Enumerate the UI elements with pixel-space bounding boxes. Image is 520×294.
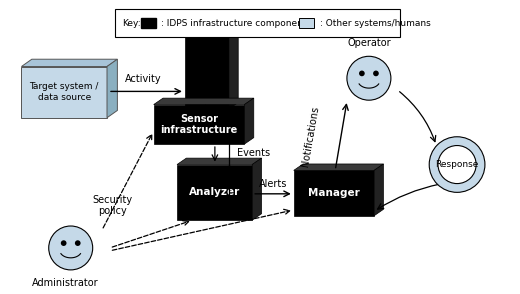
Polygon shape [21,66,107,118]
Text: Target system /
data source: Target system / data source [30,82,99,102]
Polygon shape [185,29,238,36]
Text: Events: Events [237,148,270,158]
Text: Key:: Key: [123,19,141,28]
Ellipse shape [359,71,365,76]
Polygon shape [177,158,262,165]
Polygon shape [294,164,383,171]
Text: Analyzer: Analyzer [189,187,240,197]
Text: Sensor
infrastructure: Sensor infrastructure [161,113,238,135]
Text: Security
policy: Security policy [92,195,132,216]
Ellipse shape [61,240,67,246]
Polygon shape [229,29,238,109]
Polygon shape [177,165,252,220]
Text: : Other systems/humans: : Other systems/humans [320,19,431,28]
Ellipse shape [438,146,476,183]
Text: Operator: Operator [347,38,391,48]
Polygon shape [154,98,254,105]
Polygon shape [21,59,118,66]
Ellipse shape [49,226,93,270]
Polygon shape [252,158,262,220]
Ellipse shape [347,56,391,100]
Bar [299,18,315,29]
Polygon shape [374,164,383,216]
Polygon shape [185,36,229,109]
Text: Activity: Activity [125,74,162,84]
Polygon shape [154,105,244,144]
Ellipse shape [373,71,379,76]
Polygon shape [107,59,118,118]
Text: Alerts: Alerts [259,179,287,189]
Text: : IDPS infrastructure components: : IDPS infrastructure components [162,19,311,28]
FancyBboxPatch shape [115,9,400,37]
Polygon shape [294,171,374,216]
Text: Administrator: Administrator [32,278,99,288]
Text: Manager: Manager [308,188,360,198]
Ellipse shape [429,137,485,192]
Polygon shape [244,98,254,144]
Ellipse shape [75,240,81,246]
Text: Response: Response [435,160,479,169]
Text: Notifications: Notifications [301,106,321,168]
Bar [141,18,157,29]
